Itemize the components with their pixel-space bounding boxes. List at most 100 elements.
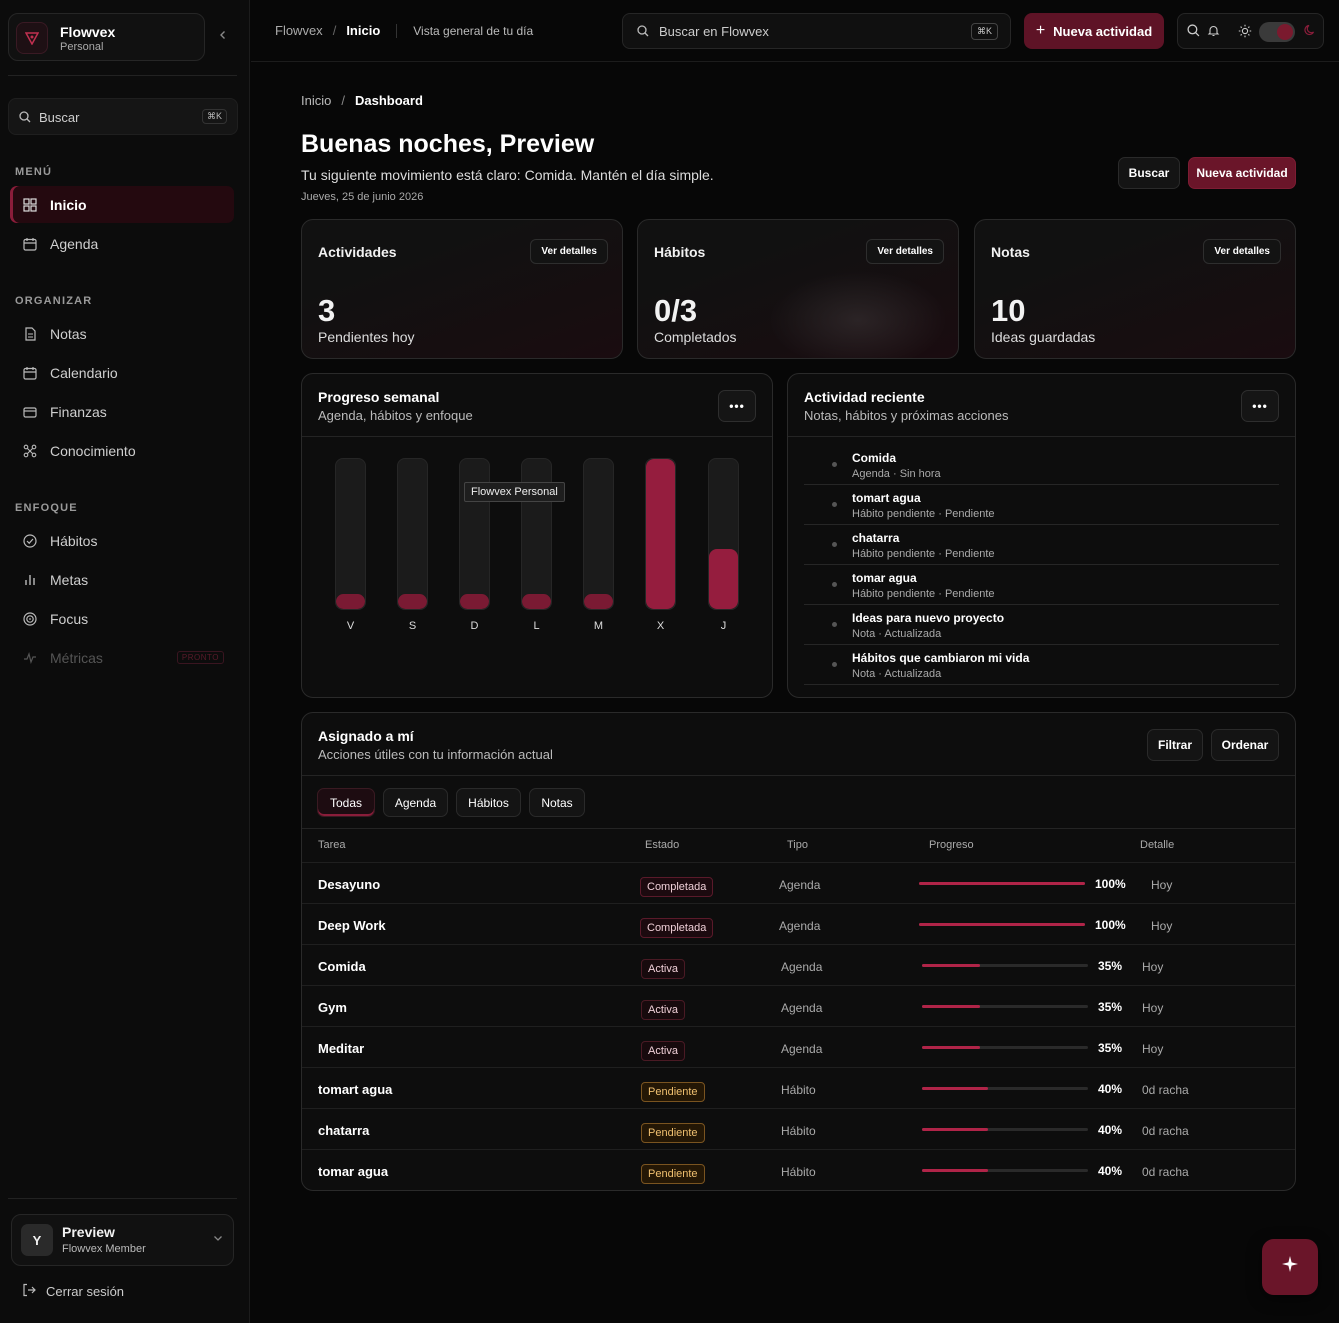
progress-bar [922, 1087, 1088, 1090]
panel-subtitle: Agenda, hábitos y enfoque [318, 408, 473, 423]
sidebar-item-habitos[interactable]: Hábitos [10, 522, 234, 559]
filter-button[interactable]: Filtrar [1147, 729, 1203, 761]
sidebar-item-notas[interactable]: Notas [10, 315, 234, 352]
task-type: Hábito [781, 1165, 816, 1179]
collapse-sidebar-icon[interactable] [218, 29, 228, 43]
global-search-placeholder: Buscar en Flowvex [659, 24, 769, 39]
logout-button[interactable]: Cerrar sesión [22, 1283, 124, 1300]
bullet-icon [832, 582, 837, 587]
sidebar-item-conocimiento[interactable]: Conocimiento [10, 432, 234, 469]
bar-l [522, 594, 551, 609]
task-type: Hábito [781, 1124, 816, 1138]
user-role: Flowvex Member [62, 1243, 146, 1255]
global-search-input[interactable]: Buscar en Flowvex ⌘K [622, 13, 1011, 49]
task-detail: Hoy [1142, 1001, 1164, 1015]
sort-button[interactable]: Ordenar [1211, 729, 1279, 761]
bar-track[interactable] [459, 458, 490, 610]
sun-icon[interactable] [1238, 24, 1252, 41]
column-header-progress[interactable]: Progreso [929, 839, 974, 851]
moon-icon[interactable] [1304, 24, 1316, 39]
progress-fill [922, 1005, 981, 1008]
list-item[interactable]: tomar agua Hábito pendiente · Pendiente [804, 565, 1279, 605]
table-row[interactable]: Gym Activa Agenda 35% Hoy [302, 985, 1295, 1026]
table-row[interactable]: Meditar Activa Agenda 35% Hoy [302, 1026, 1295, 1067]
task-detail: Hoy [1142, 1042, 1164, 1056]
user-menu[interactable]: Y Preview Flowvex Member [11, 1214, 234, 1266]
task-name: Gym [318, 1000, 347, 1015]
list-item[interactable]: chatarra Hábito pendiente · Pendiente [804, 525, 1279, 565]
sidebar-item-finanzas[interactable]: Finanzas [10, 393, 234, 430]
tab-agenda[interactable]: Agenda [383, 788, 448, 817]
sidebar-item-label: Notas [50, 325, 87, 342]
progress-percent: 40% [1098, 1164, 1123, 1178]
workspace-switcher[interactable]: Flowvex Personal [8, 13, 205, 61]
tab-notas[interactable]: Notas [529, 788, 585, 817]
coming-soon-badge: PRONTO [176, 651, 224, 664]
breadcrumb-current: Inicio [346, 23, 381, 38]
task-detail: 0d racha [1142, 1124, 1189, 1138]
table-row[interactable]: Desayuno Completada Agenda 100% Hoy [302, 862, 1295, 903]
view-details-button[interactable]: Ver detalles [866, 239, 944, 264]
progress-fill [922, 1087, 989, 1090]
view-details-button[interactable]: Ver detalles [1203, 239, 1281, 264]
column-header-status[interactable]: Estado [645, 839, 680, 851]
list-item[interactable]: tomart agua Hábito pendiente · Pendiente [804, 485, 1279, 525]
table-row[interactable]: Comida Activa Agenda 35% Hoy [302, 944, 1295, 985]
panel-divider [302, 775, 1295, 776]
sidebar-divider [8, 1198, 237, 1199]
bell-icon[interactable] [1207, 24, 1220, 40]
bar-track[interactable] [335, 458, 366, 610]
sidebar-item-focus[interactable]: Focus [10, 600, 234, 637]
more-options-button[interactable]: ••• [718, 390, 756, 422]
breadcrumb-root[interactable]: Flowvex [275, 23, 323, 38]
list-item[interactable]: Ideas para nuevo proyecto Nota · Actualiz… [804, 605, 1279, 645]
task-type: Agenda [781, 1001, 823, 1015]
sidebar-item-agenda[interactable]: Agenda [10, 225, 234, 262]
bar-x [646, 459, 675, 609]
progress-fill [922, 964, 981, 967]
tab-todas[interactable]: Todas [317, 788, 375, 817]
list-item[interactable]: Hábitos que cambiaron mi vida Nota · Actu… [804, 645, 1279, 685]
table-row[interactable]: Deep Work Completada Agenda 100% Hoy [302, 903, 1295, 944]
panel-title: Progreso semanal [318, 389, 440, 405]
search-icon[interactable] [1187, 24, 1200, 40]
status-badge: Activa [641, 1000, 685, 1020]
new-activity-button[interactable]: Nueva actividad [1188, 157, 1296, 189]
panel-subtitle: Notas, hábitos y próximas acciones [804, 408, 1009, 423]
activity-icon [22, 650, 38, 666]
view-details-button[interactable]: Ver detalles [530, 239, 608, 264]
bar-track[interactable] [708, 458, 739, 610]
column-header-task[interactable]: Tarea [318, 839, 346, 851]
bar-track[interactable] [583, 458, 614, 610]
more-options-button[interactable]: ••• [1241, 390, 1279, 422]
brand-name: Flowvex [60, 24, 116, 40]
plus-icon: + [1035, 22, 1046, 39]
table-row[interactable]: tomart agua Pendiente Hábito 40% 0d racha [302, 1067, 1295, 1108]
bar-track[interactable] [645, 458, 676, 610]
theme-toggle[interactable] [1259, 22, 1295, 42]
bullet-icon [832, 542, 837, 547]
ai-assistant-button[interactable] [1262, 1239, 1318, 1295]
list-item[interactable]: Comida Agenda · Sin hora [804, 445, 1279, 485]
stat-value: 3 [318, 293, 336, 328]
search-button[interactable]: Buscar [1118, 157, 1180, 189]
activity-title: Comida [852, 451, 897, 465]
sidebar-item-metricas: Métricas PRONTO [10, 639, 234, 676]
bar-track[interactable] [397, 458, 428, 610]
new-activity-button[interactable]: + Nueva actividad [1024, 13, 1164, 49]
column-header-type[interactable]: Tipo [787, 839, 808, 851]
breadcrumb-root[interactable]: Inicio [301, 93, 332, 108]
bar-track[interactable] [521, 458, 552, 610]
table-row[interactable]: tomar agua Pendiente Hábito 40% 0d racha [302, 1149, 1295, 1190]
activity-meta: Nota · Actualizada [852, 628, 942, 640]
column-header-detail[interactable]: Detalle [1140, 839, 1175, 851]
sidebar-item-inicio[interactable]: Inicio [10, 186, 234, 223]
sidebar-item-label: Finanzas [50, 403, 107, 420]
stat-value: 0/3 [654, 293, 698, 328]
task-name: Comida [318, 959, 366, 974]
tab-habitos[interactable]: Hábitos [456, 788, 521, 817]
sidebar-search[interactable]: Buscar ⌘K [8, 98, 238, 135]
sidebar-item-metas[interactable]: Metas [10, 561, 234, 598]
table-row[interactable]: chatarra Pendiente Hábito 40% 0d racha [302, 1108, 1295, 1149]
sidebar-item-calendario[interactable]: Calendario [10, 354, 234, 391]
